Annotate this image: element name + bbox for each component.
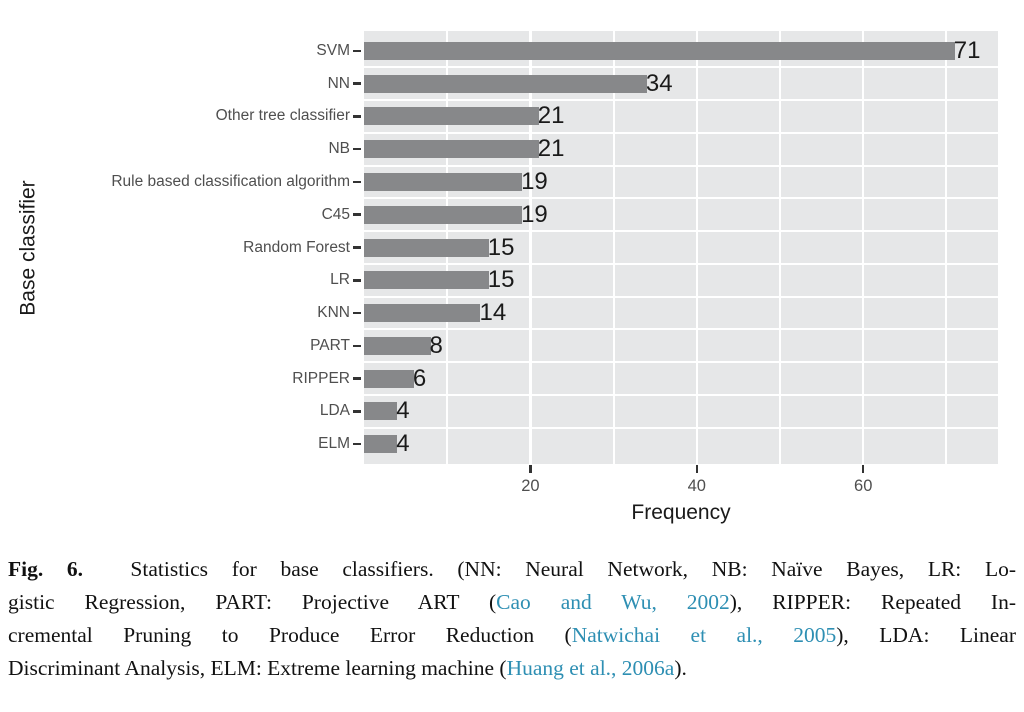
bar-ripper [364, 369, 414, 388]
bar-svm [364, 41, 955, 60]
chart-panel: 71 34 21 21 19 19 15 15 14 8 6 4 4 [364, 31, 998, 464]
row-gridline [364, 262, 998, 265]
row-gridline [364, 230, 998, 233]
y-tick-mark [353, 344, 361, 348]
x-axis: 20 40 60 [521, 465, 873, 495]
caption-text: ), RIPPER: Repeated In- [729, 590, 1016, 614]
y-tick-mark [353, 442, 361, 446]
citation-link[interactable]: Huang et al., 2006a [506, 656, 675, 680]
category-label: Other tree classifier [215, 107, 350, 125]
category-label: LDA [319, 402, 350, 420]
bar-chart: Base classifier 71 34 21 21 19 19 15 15 14 8 6 4 4 S… [0, 31, 998, 524]
category-label: NN [327, 74, 350, 92]
y-tick-mark [353, 279, 361, 282]
bar-value-label: 15 [487, 266, 515, 294]
row-gridline [364, 361, 998, 364]
citation-link[interactable]: Cao and Wu, 2002 [496, 590, 730, 614]
bar-lda [364, 402, 398, 421]
category-label: Random Forest [243, 238, 350, 256]
y-tick-mark [353, 311, 361, 315]
row-gridline [364, 164, 998, 167]
x-tick-label: 60 [854, 477, 873, 495]
caption-text: gistic Regression, PART: Projective ART … [8, 590, 497, 614]
row-gridline [364, 295, 998, 298]
caption-line: Discriminant Analysis, ELM: Extreme lear… [8, 652, 1016, 685]
row-gridline [364, 197, 998, 200]
row-gridline [364, 99, 998, 102]
bar-value-label: 14 [479, 299, 507, 327]
y-axis-labels: SVM NN Other tree classifier NB Rule based c… [0, 31, 364, 464]
bar-value-label: 6 [412, 364, 427, 392]
bar-value-label: 4 [396, 397, 410, 425]
bar-elm [364, 435, 398, 454]
bar-value-label: 19 [521, 167, 548, 195]
x-tick-mark [529, 465, 532, 473]
major-gridline [695, 31, 699, 464]
category-label: LR [330, 271, 350, 289]
caption-text: Discriminant Analysis, ELM: Extreme lear… [8, 656, 507, 680]
row-gridline [364, 131, 998, 134]
bar-rule-based-classification-algorithm [364, 172, 523, 191]
category-label: Rule based classification algorithm [111, 172, 350, 190]
category-label: KNN [317, 304, 350, 322]
row-gridline [364, 393, 998, 396]
y-tick-mark [353, 115, 361, 118]
bar-nn [364, 74, 647, 93]
y-tick-mark [353, 147, 361, 151]
bar-value-label: 19 [521, 200, 548, 228]
category-label: PART [310, 336, 350, 354]
category-label: C45 [321, 205, 350, 223]
category-label: ELM [318, 435, 350, 453]
citation-link[interactable]: Natwichai et al., 2005 [571, 623, 837, 647]
category-label: NB [328, 140, 350, 158]
bar-c45 [364, 205, 523, 224]
caption-text: ), LDA: Linear [836, 623, 1016, 647]
caption-figure-label: Fig. 6. [8, 557, 84, 581]
figure-caption: Fig. 6. Statistics for base classifiers.… [8, 553, 1016, 685]
bar-lr [364, 271, 489, 290]
y-tick-mark [353, 377, 361, 380]
major-gridline [861, 31, 865, 464]
x-axis-title: Frequency [631, 501, 731, 524]
category-label: SVM [316, 41, 350, 59]
x-tick-mark [861, 465, 865, 473]
y-tick-mark [353, 410, 361, 413]
x-tick-label: 20 [521, 477, 540, 495]
caption-line: cremental Pruning to Produce Error Reduc… [8, 619, 1016, 652]
minor-gridline [779, 31, 781, 464]
bar-value-label: 21 [537, 135, 565, 163]
minor-gridline [612, 31, 615, 464]
caption-text: cremental Pruning to Produce Error Reduc… [8, 623, 572, 647]
bar-random-forest [364, 238, 489, 257]
caption-line: gistic Regression, PART: Projective ART … [8, 586, 1016, 619]
bar-other-tree-classifier [364, 107, 539, 126]
bar-part [364, 336, 431, 355]
x-tick-mark [695, 465, 699, 473]
row-gridline [364, 328, 998, 331]
category-label: RIPPER [292, 369, 350, 387]
bar-value-label: 21 [537, 102, 565, 130]
bar-value-label: 4 [396, 430, 410, 458]
y-tick-mark [353, 213, 361, 216]
bar-value-label: 15 [487, 233, 515, 261]
caption-text: ). [674, 656, 687, 680]
bar-nb [364, 140, 539, 159]
minor-gridline [945, 31, 948, 464]
x-tick-label: 40 [687, 477, 706, 495]
y-tick-mark [353, 49, 361, 53]
caption-line: Fig. 6. Statistics for base classifiers.… [8, 553, 1016, 586]
bar-knn [364, 304, 481, 323]
major-gridline [529, 31, 532, 464]
caption-text: Statistics for base classifiers. (NN: Ne… [83, 557, 1016, 581]
row-gridline [364, 66, 998, 69]
bar-value-label: 34 [645, 69, 673, 97]
y-tick-mark [353, 246, 361, 249]
y-tick-mark [353, 82, 361, 85]
row-gridline [364, 426, 998, 429]
bar-value-label: 8 [429, 331, 443, 359]
y-tick-mark [353, 180, 361, 184]
bar-value-label: 71 [953, 36, 981, 64]
